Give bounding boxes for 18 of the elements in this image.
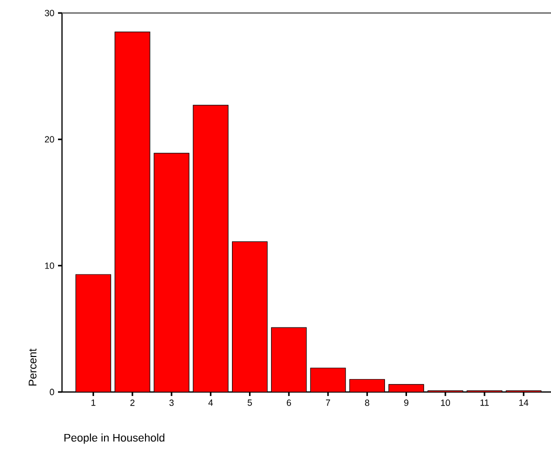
x-tick-label: 7 [326, 400, 330, 406]
y-axis-title: Percent [28, 348, 36, 386]
x-tick-label: 11 [480, 400, 489, 406]
x-tick-label: 5 [248, 400, 252, 406]
x-axis-title: People in Household [64, 434, 164, 444]
x-tick-label: 2 [130, 400, 134, 406]
x-tick-label: 14 [519, 400, 528, 406]
x-tick-label: 9 [404, 400, 408, 406]
x-tick-label: 1 [91, 400, 96, 406]
y-tick-label: 30 [44, 10, 54, 16]
x-tick-label: 10 [441, 400, 450, 406]
y-tick-label: 0 [50, 388, 54, 396]
x-tick-label: 4 [208, 400, 213, 406]
x-tick-label: 8 [365, 400, 370, 406]
x-tick-label: 6 [286, 400, 292, 406]
y-tick-label: 20 [44, 136, 54, 143]
y-tick-label: 10 [45, 262, 54, 269]
x-tick-label: 3 [169, 400, 174, 406]
